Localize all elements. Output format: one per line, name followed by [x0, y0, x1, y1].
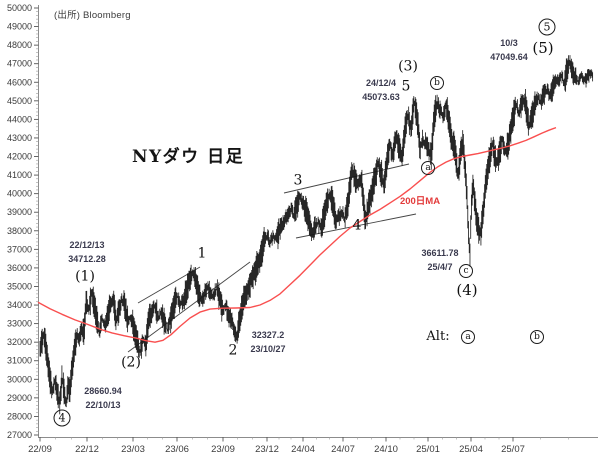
chart-title: NYダウ 日足: [132, 147, 245, 167]
x-tick-label: 25/01: [416, 444, 440, 455]
y-tick-label: 27000: [7, 430, 32, 440]
axis-lines: [38, 5, 598, 438]
y-tick-label: 33000: [7, 319, 32, 329]
price-note: 24/12/4 45073.63: [362, 78, 400, 102]
circled-wave-label-5: 5: [538, 18, 556, 36]
y-tick-label: 29000: [7, 393, 32, 403]
wave-label-5: 5: [401, 78, 411, 95]
y-tick-label: 40000: [7, 189, 32, 199]
x-tick-label: 23/06: [165, 444, 189, 455]
wave-label-3: (3): [398, 58, 418, 75]
y-tick-label: 35000: [7, 281, 32, 291]
wave-label-Alt: Alt:: [426, 329, 450, 345]
elliott-channel-line: [283, 163, 410, 194]
y-tick-label: 37000: [7, 244, 32, 254]
wave-label-2: 2: [228, 342, 238, 359]
circled-wave-label-4: 4: [53, 409, 71, 427]
wave-label-1: 1: [197, 245, 207, 262]
y-tick-label: 44000: [7, 114, 32, 124]
y-tick-label: 39000: [7, 207, 32, 217]
price-note: 10/3 47049.64: [490, 38, 528, 62]
x-tick-label: 22/12: [75, 444, 99, 455]
y-tick-label: 36000: [7, 263, 32, 273]
x-tick-label: 25/04: [459, 444, 483, 455]
price-note: 28660.94 22/10/13: [84, 386, 122, 410]
y-tick-label: 50000: [7, 3, 32, 13]
x-tick-label: 23/12: [255, 444, 279, 455]
circled-wave-label-b: b: [430, 76, 444, 90]
x-tick-label: 24/07: [331, 444, 355, 455]
y-tick-label: 32000: [7, 337, 32, 347]
price-note: 22/12/13 34712.28: [68, 240, 106, 264]
y-tick-label: 31000: [7, 356, 32, 366]
circled-wave-label-c: c: [459, 264, 473, 278]
ma-line: [37, 126, 557, 343]
y-tick-label: 43000: [7, 133, 32, 143]
source-label: (出所) Bloomberg: [54, 10, 131, 21]
wave-label-3: 3: [293, 172, 303, 189]
wave-label-1: (1): [75, 268, 95, 285]
y-tick-label: 48000: [7, 40, 32, 50]
x-tick-label: 23/03: [121, 444, 145, 455]
circled-wave-label-a: a: [421, 161, 435, 175]
price-note: 36611.78 25/4/7: [421, 248, 459, 272]
wave-label-4: 4: [352, 217, 362, 234]
y-tick-label: 47000: [7, 59, 32, 69]
x-tick-label: 23/09: [211, 444, 235, 455]
y-tick-label: 41000: [7, 170, 32, 180]
y-tick-label: 28000: [7, 411, 32, 421]
wave-label-2: (2): [121, 354, 141, 371]
y-tick-label: 42000: [7, 152, 32, 162]
x-tick-label: 24/04: [291, 444, 315, 455]
x-tick-label: 25/07: [501, 444, 525, 455]
x-tick-label: 22/09: [28, 444, 52, 455]
y-tick-label: 38000: [7, 226, 32, 236]
y-tick-label: 30000: [7, 374, 32, 384]
circled-wave-label-a: a: [461, 330, 475, 344]
wave-label-5: (5): [532, 39, 554, 58]
price-note: 32327.2 23/10/27: [250, 330, 286, 354]
y-tick-label: 45000: [7, 96, 32, 106]
circled-wave-label-b: b: [530, 330, 544, 344]
y-tick-label: 46000: [7, 77, 32, 87]
price-series: [39, 55, 594, 415]
elliott-channel-line: [295, 213, 417, 239]
y-tick-label: 34000: [7, 300, 32, 310]
wave-label-4: (4): [456, 281, 478, 300]
ma-legend-label: 200日MA: [399, 196, 441, 207]
y-tick-label: 49000: [7, 22, 32, 32]
x-tick-label: 24/10: [374, 444, 398, 455]
